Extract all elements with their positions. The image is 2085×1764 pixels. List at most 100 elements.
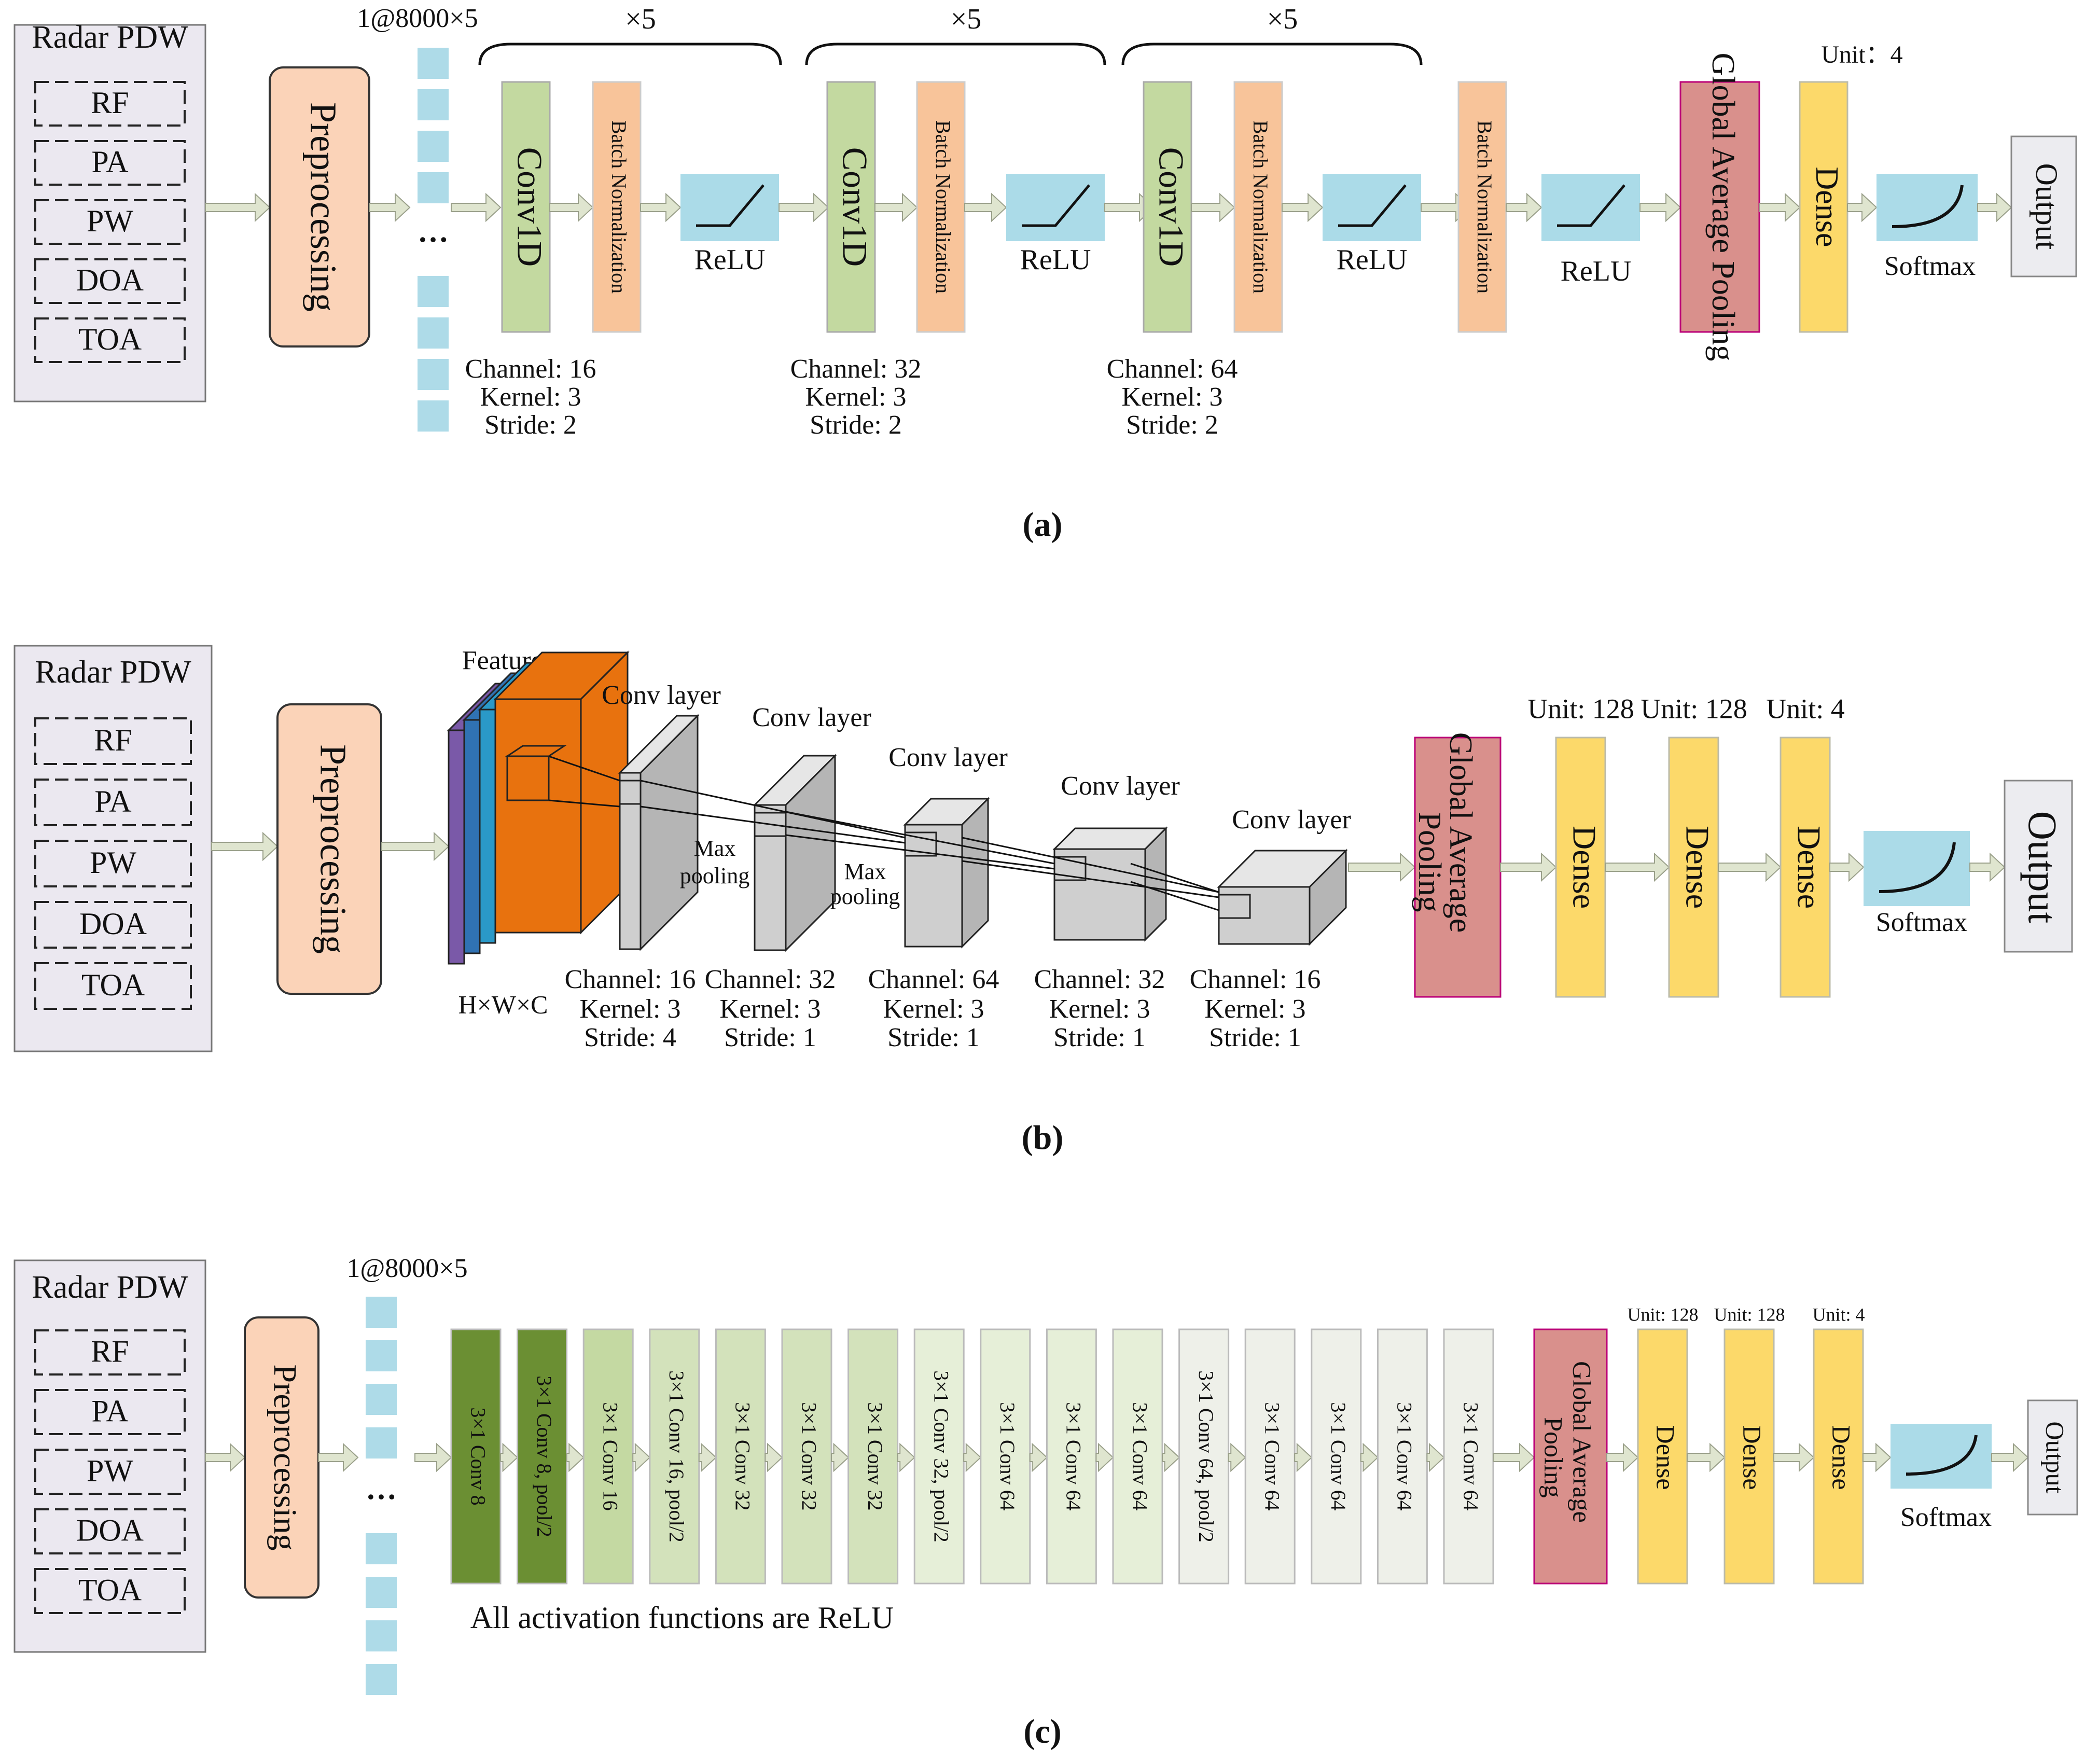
arrow [897,1442,915,1473]
panel_a-feature-toa: TOA [78,322,142,356]
b-stride-3: Stride: 1 [1053,1023,1146,1052]
a-relu-box-2 [1323,174,1421,241]
b-kernel-1: Kernel: 3 [720,994,821,1024]
a-gap-block [1679,81,1760,333]
c-dense-label-1: Dense [1738,1425,1767,1490]
a-output-label: Output [2030,163,2064,250]
panel_c-radar-pdw-box [13,1259,206,1653]
panel_c-input-stack: … [366,1297,397,1695]
arrow [1228,1442,1246,1473]
arrow [764,1442,783,1473]
input-cell [418,359,449,390]
arrow [1095,1442,1114,1473]
arrow [1687,1442,1726,1473]
c-dense-unit-0: Unit: 128 [1627,1304,1698,1325]
arrow [1500,852,1557,882]
b-conv-layer-label-4: Conv layer [1232,805,1351,835]
b-output-label: Output [2020,811,2065,924]
b-maxpool-2-line1: Max [844,859,886,884]
a-relu-label-2: ReLU [1337,244,1408,276]
input-cell [418,48,449,79]
b-stride-1: Stride: 1 [724,1023,816,1052]
b-output-block [2004,780,2073,953]
a-softmax-label: Softmax [1884,252,1976,281]
panel_c-feature-rf: RF [91,1334,129,1368]
c-conv-label-4: 3×1 Conv 32 [731,1402,755,1510]
c-dense-unit-2: Unit: 4 [1812,1304,1865,1325]
arrow [205,192,271,223]
a-conv1d-label-0: Conv1D [510,147,549,267]
a-relu-box-1 [1006,174,1105,241]
conv-cuboid-front [1053,848,1146,941]
panel_b-feature-box [34,840,192,887]
b-stride-4: Stride: 1 [1209,1023,1301,1052]
c-conv-block-2 [582,1328,634,1585]
panel_b-feature-rf: RF [94,723,132,757]
conv-cuboid-front [754,804,787,951]
a-bn-label-0: Batch Normalization [607,120,631,294]
panel_b-feature-box [34,962,192,1010]
arrow [779,192,829,223]
arrow [1977,192,2012,223]
b-kernel-0: Kernel: 3 [580,994,681,1024]
c-conv-block-12 [1244,1328,1296,1585]
b-dense-unit-0: Unit: 128 [1527,693,1634,724]
c-conv-label-11: 3×1 Conv 64, pool/2 [1194,1370,1218,1542]
conv-cuboid-front [619,772,642,950]
input-cell [418,89,449,120]
arrow [369,192,411,223]
arrow [1847,192,1878,223]
input-cell [366,1533,397,1564]
conv-cuboid-side [1144,826,1167,942]
arrow [640,192,682,223]
arrow [1426,1442,1445,1473]
a-bn-block-2 [1233,81,1283,333]
panel_a-input-ellipsis: … [418,214,449,248]
feature-map-layer [479,709,496,944]
c-conv-label-6: 3×1 Conv 32 [864,1402,887,1510]
panel_c-radar-pdw-title: Radar PDW [32,1270,188,1305]
arrow [1348,852,1416,882]
arrow [1773,1442,1815,1473]
c-conv-block-1 [517,1328,568,1585]
arrow [1493,1442,1535,1473]
c-caption: (c) [1023,1713,1061,1751]
a-repeat-brace-2 [1121,43,1423,65]
arrow [698,1442,717,1473]
arrow [1969,852,2006,882]
c-conv-block-15 [1443,1328,1494,1585]
c-dense-unit-1: Unit: 128 [1714,1304,1785,1325]
connection-line [548,799,620,808]
a-stride-1: Stride: 2 [810,410,902,440]
c-dense-block-2 [1813,1328,1864,1585]
panel_b-input-panel: Radar PDW RF PA PW DOA TOA [13,645,213,1052]
c-conv-label-8: 3×1 Conv 64 [996,1402,1019,1510]
arrow [211,831,279,862]
a-relu-label-final: ReLU [1561,255,1632,287]
conv-cuboid-side [1309,849,1347,946]
panel_b-feature-pw: PW [90,845,136,880]
input-cell [418,131,449,162]
panel_b-feature-doa: DOA [79,907,147,941]
a-repeat-label-1: ×5 [951,3,982,35]
a-bn-label-1: Batch Normalization [932,120,955,294]
c-dense-label-2: Dense [1827,1425,1856,1490]
a-repeat-label-2: ×5 [1267,3,1298,35]
conv-cuboid-front [904,824,963,948]
panel_a-feature-box [34,317,186,363]
b-dense-label-1: Dense [1679,826,1716,909]
b-stride-0: Stride: 4 [584,1023,676,1052]
conv-kernel-marker [1218,894,1251,919]
c-conv-block-14 [1377,1328,1428,1585]
arrow [1162,1442,1180,1473]
c-dense-block-1 [1723,1328,1775,1585]
c-gap-label-1: Global Average [1568,1361,1597,1522]
b-fm-dims: H×W×C [458,990,548,1019]
arrow [632,1442,651,1473]
panel_b-feature-box [34,779,192,826]
